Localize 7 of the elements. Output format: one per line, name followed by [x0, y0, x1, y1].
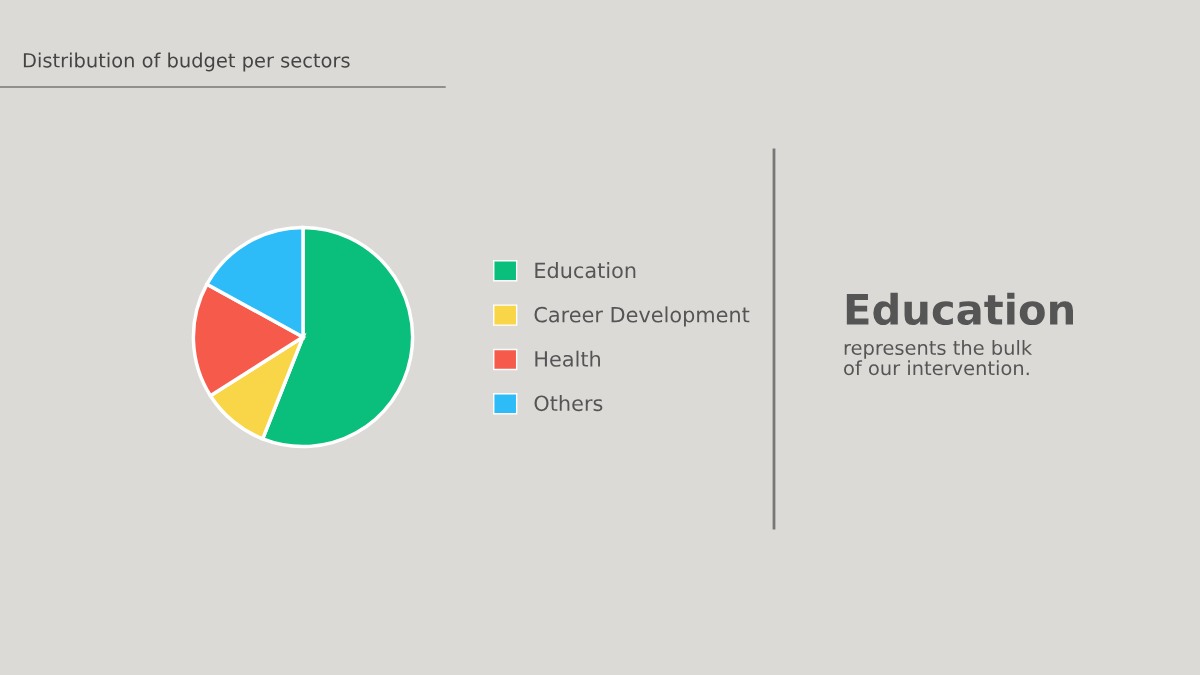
text: represents the bulk of our intervention.	[844, 340, 1033, 376]
legend-label: Education	[535, 262, 636, 279]
legend-label: Others	[534, 395, 603, 412]
chart-title: Distribution of budget per sectors	[23, 52, 350, 72]
legend-label: Health	[535, 350, 600, 367]
text: Education	[846, 292, 1073, 326]
legend-label: Career Development	[534, 306, 750, 327]
